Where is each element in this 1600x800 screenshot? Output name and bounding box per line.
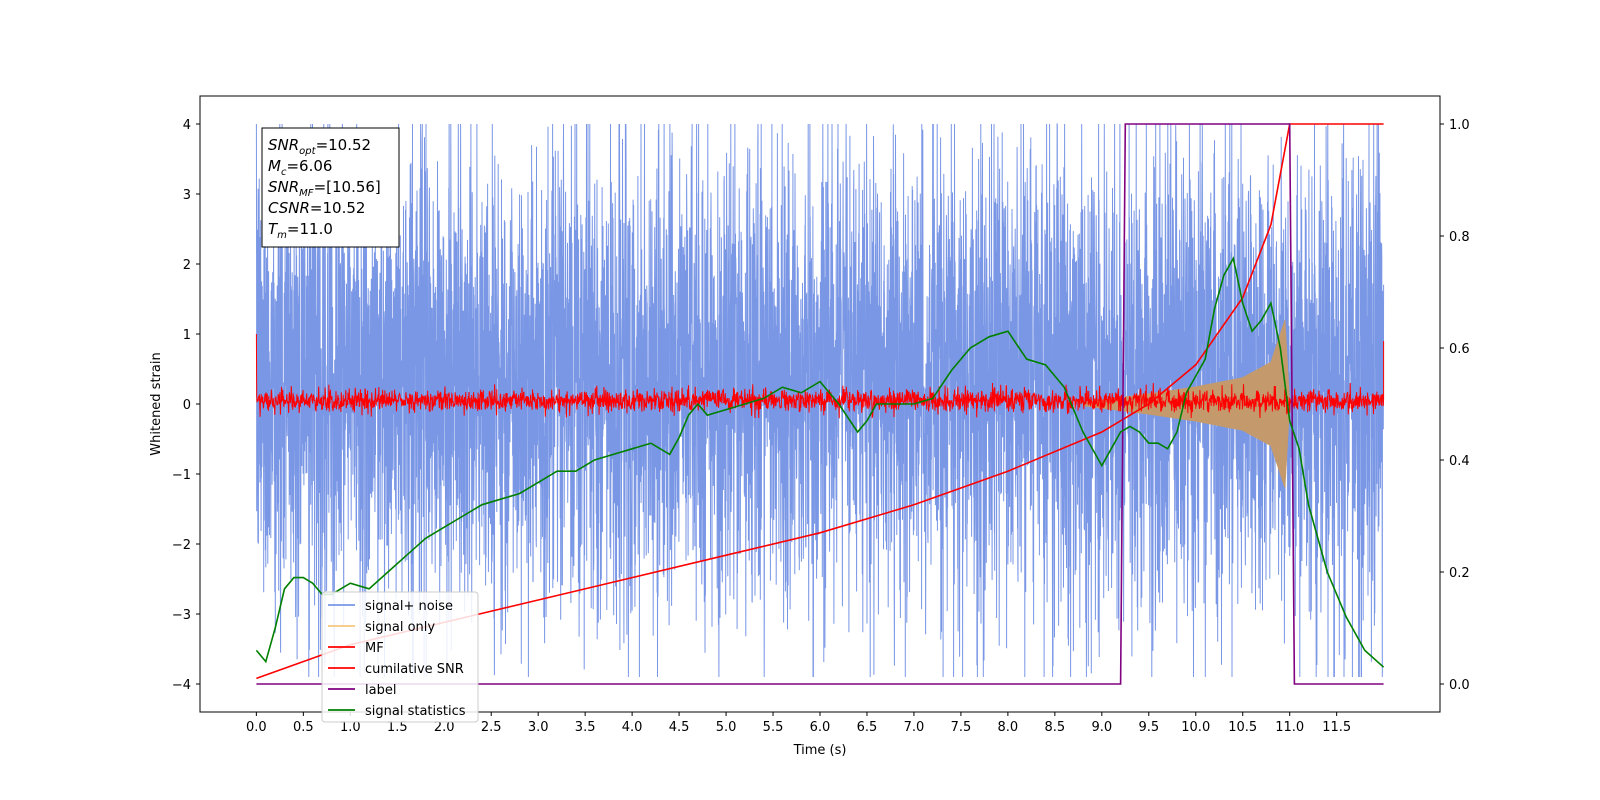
x-tick-label: 2.5 [481,720,502,735]
info-box: SNRopt=10.52Mc=6.06SNRMF=[10.56]CSNR=10.… [261,127,400,248]
x-tick-label: 8.5 [1045,720,1066,735]
y-right-tick-label: 1.0 [1449,118,1470,133]
x-tick-label: 0.5 [293,720,314,735]
y-right-tick-label: 0.8 [1449,230,1470,245]
legend-label: signal+ noise [365,599,453,614]
x-tick-label: 10.5 [1228,720,1257,735]
y-right-tick-label: 0.4 [1449,454,1470,469]
y-tick-label: −2 [172,538,191,553]
y-tick-label: 2 [183,258,191,273]
x-tick-label: 9.5 [1138,720,1159,735]
x-tick-label: 4.0 [622,720,643,735]
series-cumilative-snr-line [256,123,1384,680]
x-tick-label: 8.0 [998,720,1019,735]
x-tick-label: 9.0 [1091,720,1112,735]
legend-label: signal statistics [365,704,466,719]
x-tick-label: 7.0 [904,720,925,735]
x-tick-label: 5.5 [763,720,784,735]
series-signal-only-line [1082,319,1291,488]
y-axis-label: Whitened strain [149,352,164,455]
plot-area [255,123,1385,685]
y-right-tick-label: 0.2 [1449,566,1470,581]
x-tick-label: 2.0 [434,720,455,735]
y-axis-left: 4 3 2 1 0 −1 −2 −3 −4 [172,118,200,693]
x-tick-label: 3.0 [528,720,549,735]
legend-label: MF [365,641,384,656]
y-right-tick-label: 0.6 [1449,342,1470,357]
x-tick-label: 11.5 [1322,720,1351,735]
y-tick-label: −3 [172,608,191,623]
x-tick-label: 7.5 [951,720,972,735]
info-box-frame [261,127,400,248]
x-tick-label: 3.5 [575,720,596,735]
legend: signal+ noise signal only MF cumilative SNR… [321,591,479,723]
x-tick-label: 1.0 [340,720,361,735]
legend-label: signal only [365,620,435,635]
legend-label: label [365,683,396,698]
info-line: SNRMF=[10.56] [268,178,381,199]
x-tick-label: 4.5 [669,720,690,735]
info-line: Tm=11.0 [268,220,333,241]
y-tick-label: 0 [183,398,191,413]
x-tick-label: 5.0 [716,720,737,735]
series-label-line [256,123,1384,685]
x-axis: 0.0 0.5 1.0 1.5 2.0 2.5 3.0 3.5 4.0 4.5 5.0 5.5 6.0 6… [246,712,1351,735]
x-tick-label: 1.5 [387,720,408,735]
y-tick-label: 1 [183,328,191,343]
y-tick-label: −4 [172,678,191,693]
series-signal-statistics-line [255,256,1385,668]
x-axis-label: Time (s) [793,743,847,758]
info-line: CSNR=10.52 [268,199,365,217]
legend-label: cumilative SNR [365,662,464,677]
legend-frame [321,591,479,723]
x-tick-label: 11.0 [1275,720,1304,735]
x-tick-label: 6.5 [857,720,878,735]
y-tick-label: 3 [183,188,191,203]
y-axis-right: 1.0 0.8 0.6 0.4 0.2 0.0 [1440,118,1470,693]
info-line: SNRopt=10.52 [268,136,371,157]
x-tick-label: 6.0 [810,720,831,735]
x-tick-label: 10.0 [1181,720,1210,735]
y-tick-label: 4 [183,118,191,133]
y-right-tick-label: 0.0 [1449,678,1470,693]
series-mf-line [255,333,1385,419]
y-tick-label: −1 [172,468,191,483]
info-line: Mc=6.06 [268,157,332,178]
x-tick-label: 0.0 [246,720,267,735]
